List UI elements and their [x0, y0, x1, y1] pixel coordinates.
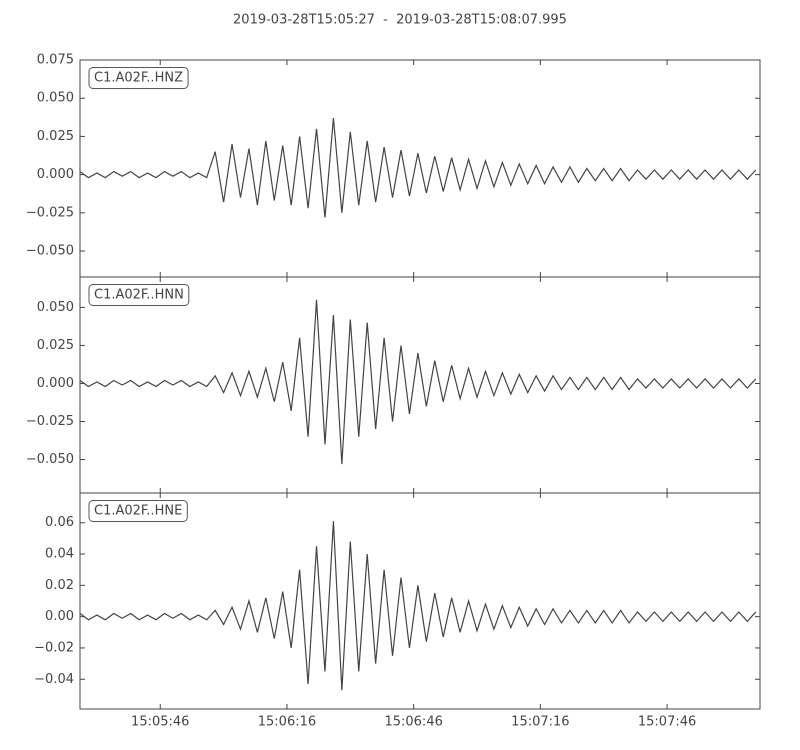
trace-label-box	[88, 284, 190, 306]
y-tick-label: 0.00	[45, 609, 74, 624]
trace-label: C1.A02F..HNE	[94, 504, 182, 519]
y-tick-label: −0.050	[26, 244, 74, 259]
y-tick-label: −0.050	[26, 452, 74, 467]
y-tick-label: −0.02	[34, 640, 74, 655]
y-tick-label: 0.000	[37, 376, 74, 391]
y-tick-label: 0.04	[45, 547, 74, 562]
panel: −0.050 −0.025 0.000 0.025 0.050 C1.A02F..HNN	[26, 276, 761, 494]
figure-title: 2019-03-28T15:05:27 - 2019-03-28T15:08:0…	[233, 13, 567, 28]
y-tick-label: 0.025	[37, 129, 74, 144]
plot-area	[80, 277, 760, 493]
y-tick-label: 0.000	[37, 167, 74, 182]
waveform	[80, 521, 757, 691]
y-tick-label: −0.025	[26, 414, 74, 429]
trace-label: C1.A02F..HNN	[94, 288, 184, 303]
waveform	[80, 299, 757, 465]
trace-label-box	[88, 500, 188, 522]
y-tick-label: 0.050	[37, 300, 74, 315]
plot-frame	[79, 492, 761, 710]
trace-label: C1.A02F..HNZ	[94, 71, 183, 86]
trace-label-box	[88, 67, 189, 89]
y-tick-label: 0.06	[45, 515, 74, 530]
y-tick-label: 0.02	[45, 578, 74, 593]
y-tick-label: −0.025	[26, 205, 74, 220]
y-tick-label: 0.050	[37, 91, 74, 106]
y-tick-label: −0.04	[34, 672, 74, 687]
x-tick-label: 15:06:46	[384, 715, 442, 730]
x-tick-label: 15:05:46	[131, 715, 189, 730]
y-tick-label: 0.025	[37, 338, 74, 353]
x-tick-label: 15:07:16	[511, 715, 569, 730]
panel: −0.050 −0.025 0.000 0.025 0.050 0.075 C1.A02F.…	[26, 53, 761, 278]
waveform	[80, 118, 757, 218]
y-tick-label: 0.075	[37, 53, 74, 68]
panel: −0.04 −0.02 0.00 0.02 0.04 0.06 15:05:46 15:06:…	[34, 492, 761, 730]
x-tick-label: 15:06:16	[258, 715, 316, 730]
x-tick-label: 15:07:46	[638, 715, 696, 730]
plot-area	[80, 60, 760, 277]
